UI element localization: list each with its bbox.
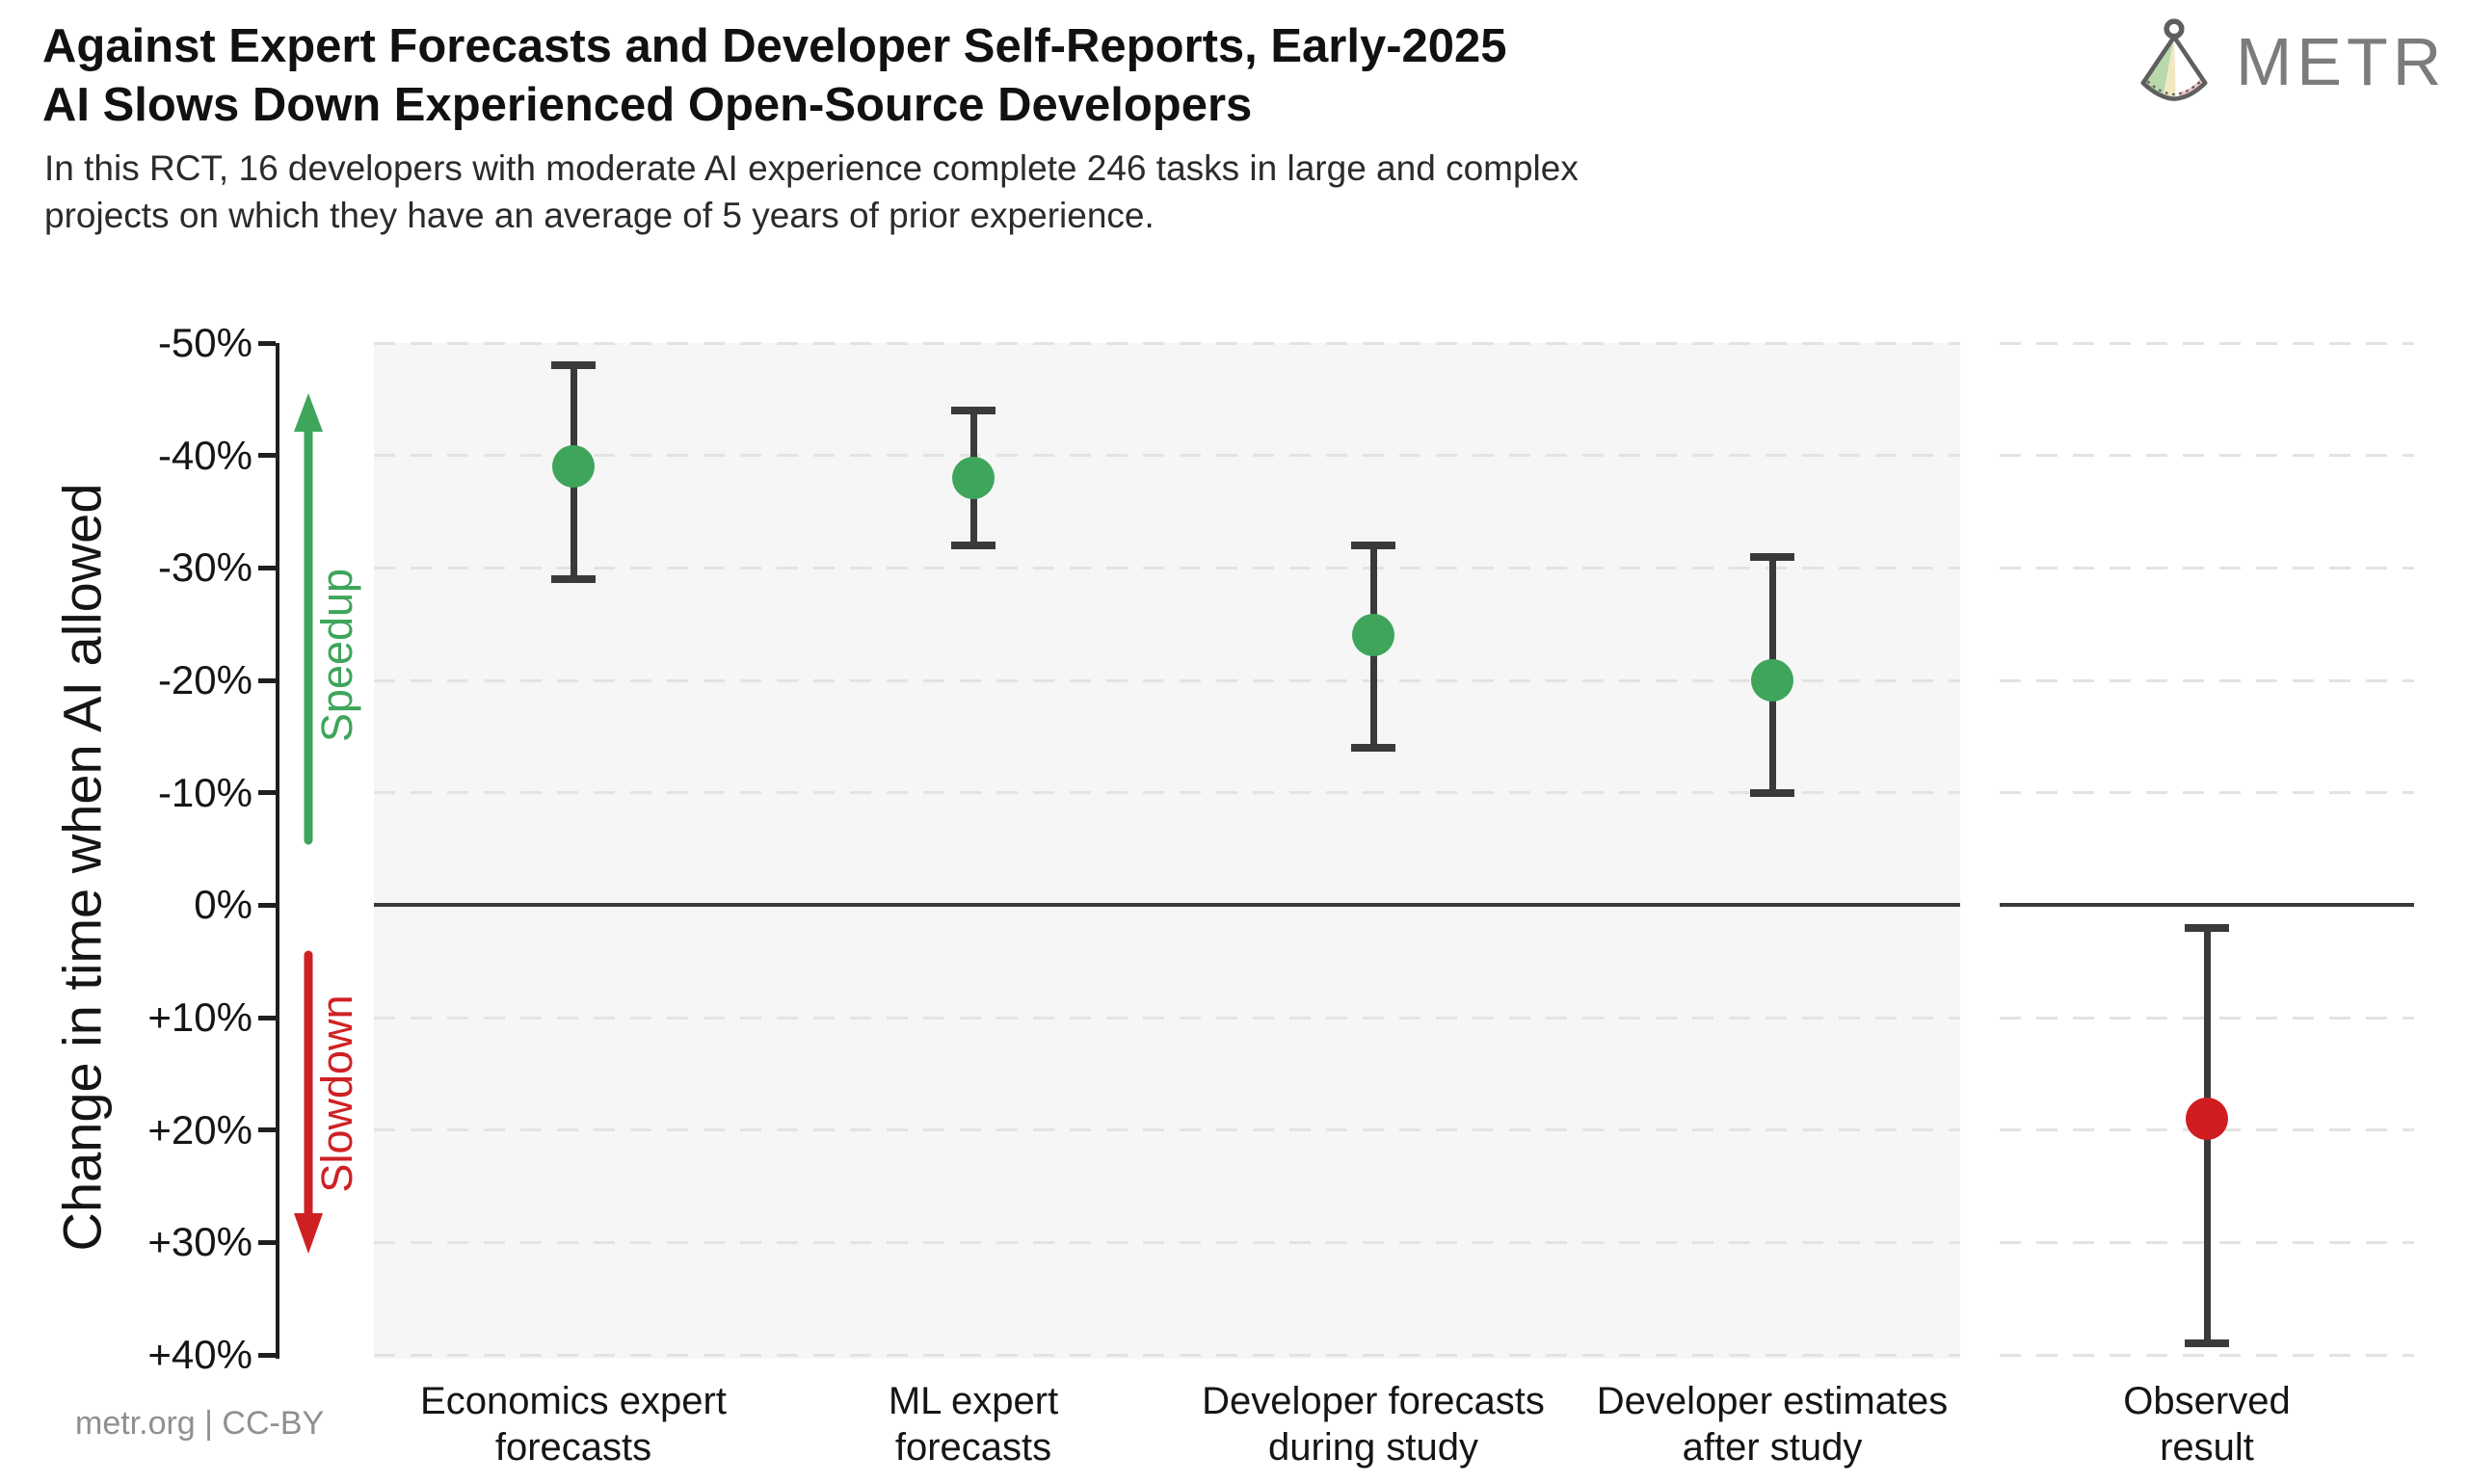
y-axis-tick-label: +20% bbox=[147, 1106, 252, 1153]
gridline bbox=[374, 1128, 1960, 1132]
error-bar-cap-bottom bbox=[551, 575, 596, 583]
zero-line bbox=[374, 903, 1960, 908]
gridline bbox=[374, 1353, 1960, 1357]
forecasts-panel-background bbox=[374, 343, 1960, 1359]
gridline bbox=[374, 678, 1960, 682]
y-axis-tick bbox=[258, 677, 276, 683]
y-axis-tick-label: +10% bbox=[147, 994, 252, 1040]
gridline bbox=[2000, 566, 2414, 570]
y-axis-tick-label: -10% bbox=[157, 769, 252, 815]
x-axis-label-line: Observed bbox=[2123, 1380, 2291, 1422]
gridline bbox=[374, 341, 1960, 345]
x-axis-label-line: after study bbox=[1682, 1426, 1863, 1469]
gridline bbox=[2000, 791, 2414, 795]
data-point bbox=[952, 457, 995, 499]
y-axis-tick-label: 0% bbox=[194, 882, 252, 928]
y-axis-tick bbox=[258, 1015, 276, 1020]
gridline bbox=[374, 1240, 1960, 1244]
y-axis-tick bbox=[258, 790, 276, 796]
x-axis-label-line: forecasts bbox=[894, 1426, 1052, 1469]
slowdown-arrow bbox=[294, 950, 323, 1254]
x-axis-label-line: Developer estimates bbox=[1596, 1380, 1949, 1422]
error-bar-cap-top bbox=[551, 361, 596, 370]
gridline bbox=[374, 791, 1960, 795]
x-axis-label: Observed result bbox=[1966, 1378, 2448, 1471]
x-axis-label-line: result bbox=[2160, 1426, 2254, 1469]
error-bar-cap-top bbox=[2185, 923, 2229, 932]
x-axis-label-line: during study bbox=[1268, 1426, 1478, 1469]
gridline bbox=[2000, 454, 2414, 458]
logo-wordmark: METR bbox=[2236, 24, 2447, 99]
error-bar-cap-top bbox=[951, 407, 996, 414]
data-point bbox=[2186, 1098, 2228, 1140]
y-axis-tick bbox=[258, 1239, 276, 1245]
data-point bbox=[1352, 614, 1394, 657]
speedup-arrow bbox=[294, 393, 323, 845]
error-bar-cap-bottom bbox=[2185, 1339, 2229, 1348]
y-axis-tick bbox=[258, 453, 276, 459]
y-axis-tick bbox=[258, 565, 276, 570]
x-axis-label: Economics expert forecasts bbox=[332, 1378, 814, 1471]
y-axis-tick-label: -30% bbox=[157, 544, 252, 591]
gridline bbox=[2000, 341, 2414, 345]
x-axis-label: ML expert forecasts bbox=[732, 1378, 1214, 1471]
y-axis-line bbox=[276, 343, 279, 1359]
x-axis-label-line: forecasts bbox=[494, 1426, 652, 1469]
x-axis-label-line: ML expert bbox=[888, 1380, 1059, 1422]
error-bar-cap-top bbox=[1750, 552, 1794, 561]
gridline bbox=[374, 1016, 1960, 1020]
gridline bbox=[2000, 1353, 2414, 1357]
data-point bbox=[552, 445, 595, 489]
y-axis-tick-label: -40% bbox=[157, 432, 252, 478]
error-bar-cap-bottom bbox=[1351, 744, 1395, 752]
x-axis-label-line: Developer forecasts bbox=[1202, 1380, 1545, 1422]
metr-logo: METR bbox=[2130, 17, 2446, 106]
y-axis-tick bbox=[258, 1352, 276, 1358]
metronome-icon bbox=[2140, 18, 2208, 101]
zero-line bbox=[2000, 903, 2414, 908]
gridline bbox=[2000, 678, 2414, 682]
y-axis-tick bbox=[258, 340, 276, 346]
x-axis-label-line: Economics expert bbox=[420, 1380, 727, 1422]
gridline bbox=[374, 454, 1960, 458]
x-axis-label: Developer forecasts during study bbox=[1132, 1378, 1614, 1471]
gridline bbox=[374, 566, 1960, 570]
y-axis-tick-label: +30% bbox=[147, 1219, 252, 1265]
title-line-1: Against Expert Forecasts and Developer S… bbox=[42, 20, 1507, 72]
attribution: metr.org | CC-BY bbox=[75, 1405, 325, 1442]
y-axis-tick-label: -20% bbox=[157, 657, 252, 702]
title-line-2: AI Slows Down Experienced Open-Source De… bbox=[42, 79, 1253, 131]
y-axis-tick-label: -50% bbox=[157, 320, 252, 365]
chart-subtitle: In this RCT, 16 developers with moderate… bbox=[44, 148, 1579, 235]
error-bar-cap-bottom bbox=[1750, 788, 1794, 797]
error-bar-cap-top bbox=[1351, 542, 1395, 549]
data-point bbox=[1751, 659, 1793, 702]
y-axis-tick bbox=[258, 902, 276, 908]
page-title: Against Expert Forecasts and Developer S… bbox=[42, 17, 1507, 135]
x-axis-label: Developer estimates after study bbox=[1531, 1378, 2013, 1471]
error-bar-cap-bottom bbox=[951, 542, 996, 549]
y-axis-tick bbox=[258, 1127, 276, 1133]
y-axis-tick-label: +40% bbox=[147, 1332, 252, 1377]
